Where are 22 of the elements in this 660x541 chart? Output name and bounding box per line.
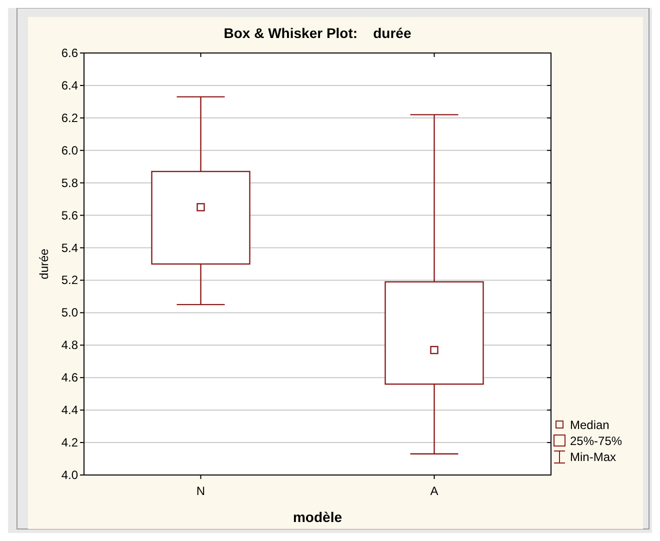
y-tick-label: 6.6 bbox=[61, 46, 78, 60]
y-tick-label: 5.8 bbox=[61, 176, 78, 190]
y-tick-label: 4.2 bbox=[61, 436, 78, 450]
y-tick-label: 6.4 bbox=[61, 78, 78, 92]
y-tick-label: 4.8 bbox=[61, 338, 78, 352]
chart-title: Box & Whisker Plot: durée bbox=[224, 25, 412, 41]
y-tick-label: 6.2 bbox=[61, 110, 78, 125]
y-tick-label: 5.0 bbox=[61, 306, 78, 320]
y-tick-label: 4.0 bbox=[61, 468, 78, 482]
y-tick-label: 5.6 bbox=[61, 208, 78, 222]
y-tick-label: 4.4 bbox=[61, 403, 78, 418]
text: Min-Max bbox=[570, 450, 616, 464]
y-tick-label: 5.4 bbox=[61, 240, 78, 255]
text: Median bbox=[570, 418, 610, 432]
text: 25%-75% bbox=[570, 434, 622, 448]
y-tick-label: 4.6 bbox=[61, 370, 78, 385]
x-tick-label: N bbox=[196, 484, 206, 498]
x-axis-title: modèle bbox=[292, 509, 342, 525]
y-tick-label: 6.0 bbox=[61, 143, 78, 158]
x-tick-label: A bbox=[430, 484, 438, 498]
y-axis-title: durée bbox=[37, 248, 51, 280]
y-tick-label: 5.2 bbox=[61, 273, 78, 288]
